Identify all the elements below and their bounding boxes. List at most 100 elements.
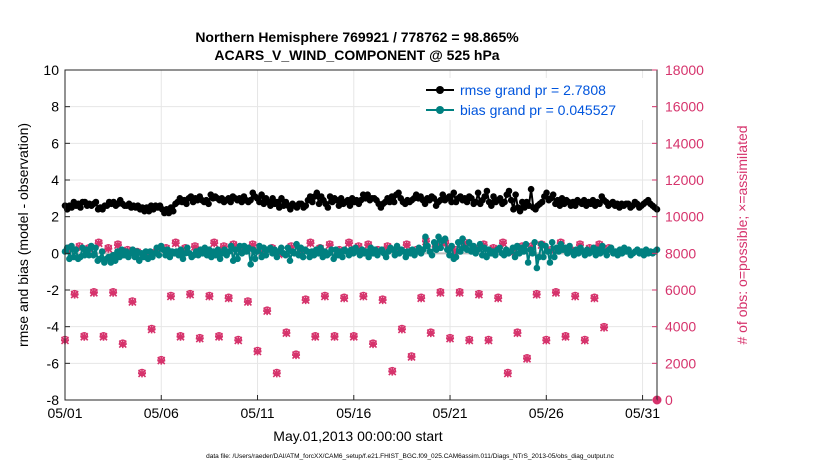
obs-assimilated-point — [465, 336, 474, 345]
obs-assimilated-point — [402, 241, 411, 250]
obs-assimilated-point — [349, 332, 358, 341]
rmse-point — [527, 185, 535, 193]
rmse-point — [468, 195, 475, 202]
rmse-point — [463, 198, 471, 206]
obs-assimilated-point — [522, 354, 532, 363]
obs-assimilated-point — [190, 242, 200, 251]
bias-point — [284, 244, 292, 252]
bias-point — [177, 246, 185, 253]
bias-point — [424, 242, 431, 250]
obs-assimilated-point — [330, 332, 339, 341]
right-tick-label: 16000 — [665, 99, 704, 115]
bias-point — [293, 240, 300, 248]
bias-point — [448, 242, 455, 250]
obs-assimilated-point — [89, 288, 98, 297]
obs-assimilated-point — [205, 292, 214, 301]
obs-assimilated-point — [171, 239, 180, 248]
bias-point — [540, 253, 547, 261]
rmse-point — [269, 195, 276, 202]
rmse-point — [287, 206, 294, 213]
bias-point — [557, 240, 565, 248]
bias-point — [330, 255, 337, 263]
rmse-point — [227, 198, 234, 206]
bias-point — [389, 246, 396, 253]
rmse-point — [247, 196, 254, 204]
rmse-point — [512, 191, 519, 198]
obs-assimilated-point — [599, 323, 609, 332]
obs-assimilated-point — [137, 369, 147, 378]
right-tick-label: 2000 — [665, 355, 696, 371]
bias-point — [511, 253, 519, 261]
rmse-point — [273, 198, 281, 206]
bias-point — [531, 239, 538, 246]
bias-point — [166, 253, 174, 261]
bias-point — [476, 240, 484, 248]
obs-assimilated-point — [287, 242, 296, 251]
obs-assimilated-point — [272, 369, 281, 378]
obs-assimilated-point — [80, 332, 89, 341]
bias-point — [214, 246, 222, 253]
chart-title-line2: ACARS_V_WIND_COMPONENT @ 525 hPa — [214, 47, 499, 63]
bias-point — [551, 253, 558, 261]
bias-point — [529, 250, 536, 257]
bias-point — [365, 253, 372, 261]
obs-assimilated-point — [282, 329, 291, 338]
bias-point — [435, 233, 442, 241]
legend-bias-label: bias grand pr = 0.045527 — [460, 102, 616, 118]
bias-point — [542, 242, 549, 250]
obs-assimilated-point — [176, 332, 185, 341]
rmse-point — [507, 196, 515, 204]
bias-point — [470, 242, 477, 250]
plot-frame — [64, 69, 658, 401]
obs-assimilated-point — [359, 292, 368, 301]
obs-assimilated-point — [113, 241, 123, 250]
rmse-point — [490, 193, 497, 200]
rmse-point — [183, 200, 190, 208]
bias-point — [216, 255, 224, 263]
left-tick-label: 6 — [51, 135, 59, 151]
rmse-point — [324, 204, 332, 211]
bias-point — [273, 253, 281, 261]
obs-assimilated-point — [364, 241, 373, 250]
obs-assimilated-point — [311, 332, 320, 341]
obs-assimilated-point — [253, 347, 262, 356]
obs-assimilated-point — [157, 356, 166, 365]
rmse-point — [439, 191, 447, 198]
bias-point — [184, 244, 191, 252]
bias-point — [533, 264, 541, 272]
bias-point — [72, 246, 80, 253]
obs-assimilated-point — [340, 294, 349, 303]
bias-point — [446, 251, 453, 259]
obs-assimilated-point — [224, 294, 233, 303]
obs-assimilated-point — [104, 244, 113, 253]
rmse-point — [309, 198, 316, 206]
rmse-point — [205, 200, 212, 208]
bias-point — [422, 233, 429, 241]
bias-point — [179, 255, 187, 263]
bias-point — [98, 248, 106, 255]
left-tick-label: -4 — [47, 319, 60, 335]
left-tick-label: 8 — [51, 99, 59, 115]
obs-assimilated-point — [513, 329, 522, 338]
left-tick-label: -6 — [47, 355, 60, 371]
bias-point — [465, 239, 473, 246]
left-tick-label: 10 — [43, 62, 59, 78]
data-file-footnote: data file: /Users/raeder/DAI/ATM_forcXX/… — [206, 453, 615, 460]
bias-point — [599, 242, 606, 250]
rmse-point — [315, 200, 323, 208]
obs-assimilated-point — [571, 292, 580, 301]
bias-point — [234, 255, 241, 263]
obs-assimilated-point — [503, 369, 512, 378]
right-tick-label: 4000 — [665, 319, 696, 335]
obs-assimilated-point — [128, 297, 137, 306]
bias-point — [459, 235, 466, 242]
bias-point — [603, 251, 611, 259]
rmse-point — [169, 207, 177, 215]
right-tick-label: 14000 — [665, 135, 704, 151]
obs-assimilated-point — [436, 288, 445, 297]
right-axis-label: # of obs: o=possible; ×=assimilated — [734, 125, 750, 344]
bias-point — [247, 261, 254, 268]
bias-point — [492, 251, 499, 259]
bias-point — [251, 255, 259, 263]
